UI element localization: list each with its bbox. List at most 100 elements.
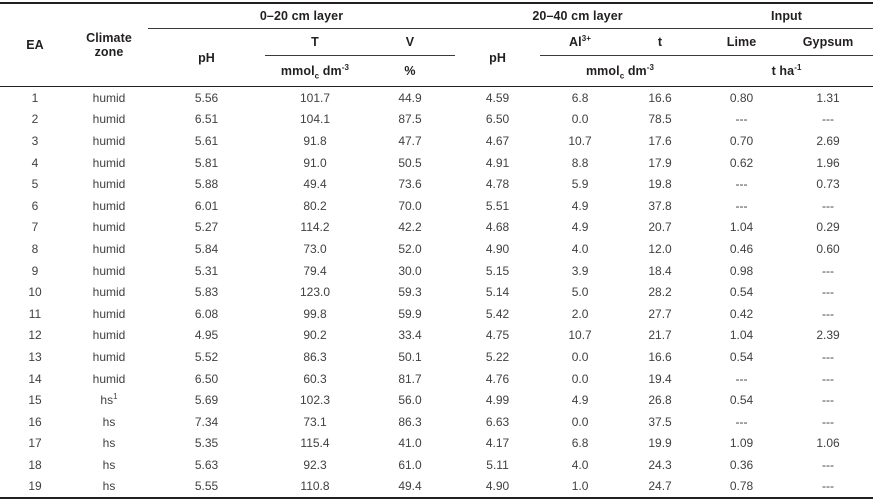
cell-gypsum: --- [822, 457, 835, 472]
cell-v: 87.5 [398, 112, 422, 127]
cell-ph-0-20: 5.35 [194, 436, 219, 451]
cell-ea: 8 [31, 241, 39, 256]
table-row: 9 humid 5.31 79.4 30.0 5.15 3.9 18.4 0.9… [0, 260, 873, 282]
table-row: 6 humid 6.01 80.2 70.0 5.51 4.9 37.8 ---… [0, 195, 873, 217]
cell-v: 86.3 [398, 414, 422, 429]
cell-lime: 1.04 [729, 220, 754, 235]
cell-climate-zone: humid [92, 328, 126, 343]
cell-gypsum: --- [822, 393, 835, 408]
cell-t-small: 21.7 [648, 328, 672, 343]
cell-al: 0.0 [571, 349, 589, 364]
cell-ea: 16 [28, 414, 42, 429]
cell-ph-0-20: 6.50 [194, 371, 219, 386]
cell-lime: 0.62 [729, 155, 754, 170]
cell-climate-zone: humid [92, 241, 126, 256]
cell-climate-zone: humid [92, 220, 126, 235]
cell-ea: 10 [28, 285, 42, 300]
cell-ea: 5 [31, 177, 39, 192]
cell-t-small: 28.2 [648, 285, 672, 300]
cell-lime: 1.04 [729, 328, 754, 343]
cell-al: 10.7 [568, 328, 592, 343]
cell-t-small: 19.9 [648, 436, 672, 451]
cell-ph-20-40: 4.68 [485, 220, 510, 235]
cell-ph-0-20: 5.31 [194, 263, 219, 278]
cell-al: 0.0 [571, 112, 589, 127]
cell-al: 4.0 [571, 241, 589, 256]
cell-ph-0-20: 5.27 [194, 220, 219, 235]
cell-t-small: 16.6 [648, 90, 672, 105]
cell-v: 70.0 [398, 198, 422, 213]
cell-t-capacity: 49.4 [303, 177, 327, 192]
cell-ea: 2 [31, 112, 39, 127]
cell-lime: 0.70 [729, 133, 754, 148]
cell-t-capacity: 86.3 [303, 349, 327, 364]
cell-t-small: 37.5 [648, 414, 672, 429]
cell-ea: 15 [28, 393, 42, 408]
cell-ph-0-20: 7.34 [194, 414, 219, 429]
cell-ph-20-40: 6.50 [485, 112, 510, 127]
cell-ph-20-40: 4.99 [485, 393, 510, 408]
cell-ea: 13 [28, 349, 42, 364]
cell-ph-0-20: 5.56 [194, 90, 219, 105]
cell-ph-0-20: 5.83 [194, 285, 219, 300]
cell-v: 73.6 [398, 177, 422, 192]
cell-t-small: 26.8 [648, 393, 672, 408]
cell-t-capacity: 99.8 [303, 306, 327, 321]
cell-gypsum: --- [822, 414, 835, 429]
cell-al: 3.9 [571, 263, 589, 278]
cell-al: 4.0 [571, 457, 589, 472]
cell-ph-20-40: 4.17 [485, 436, 510, 451]
col-header-t-capacity: T [265, 28, 365, 56]
cell-v: 50.1 [398, 349, 422, 364]
cell-t-small: 24.3 [648, 457, 672, 472]
cell-t-capacity: 91.8 [303, 133, 327, 148]
cell-t-capacity: 79.4 [303, 263, 327, 278]
cell-v: 56.0 [398, 393, 422, 408]
cell-lime: --- [735, 371, 748, 386]
cell-ea: 9 [31, 263, 39, 278]
cell-t-capacity: 101.7 [299, 90, 331, 105]
cell-lime: 0.78 [729, 479, 754, 494]
cell-ea: 17 [28, 436, 42, 451]
cell-v: 52.0 [398, 241, 422, 256]
cell-ph-0-20: 5.63 [194, 457, 219, 472]
cell-lime: 0.54 [729, 285, 754, 300]
cell-t-small: 37.8 [648, 198, 672, 213]
cell-t-capacity: 110.8 [300, 479, 330, 494]
cell-lime: 0.46 [729, 241, 754, 256]
cell-al: 4.9 [571, 393, 589, 408]
cell-v: 59.3 [398, 285, 422, 300]
table-row: 5 humid 5.88 49.4 73.6 4.78 5.9 19.8 ---… [0, 173, 873, 195]
cell-ph-0-20: 5.61 [194, 133, 219, 148]
cell-ph-0-20: 6.08 [194, 306, 219, 321]
cell-t-small: 24.7 [648, 479, 672, 494]
cell-v: 41.0 [398, 436, 422, 451]
cell-climate-zone: humid [92, 349, 126, 364]
cell-t-small: 27.7 [648, 306, 672, 321]
cell-t-small: 20.7 [648, 220, 672, 235]
cell-ph-20-40: 6.63 [485, 414, 510, 429]
cell-v: 30.0 [398, 263, 422, 278]
table-row: 18 hs 5.63 92.3 61.0 5.11 4.0 24.3 0.36 … [0, 454, 873, 476]
cell-ph-0-20: 6.51 [194, 112, 219, 127]
cell-al: 10.7 [568, 133, 592, 148]
cell-al: 2.0 [571, 306, 589, 321]
cell-v: 81.7 [398, 371, 422, 386]
cell-ph-20-40: 5.11 [486, 457, 509, 472]
cell-climate-zone: humid [92, 90, 126, 105]
cell-lime: 0.54 [729, 349, 754, 364]
cell-lime: --- [735, 198, 748, 213]
cell-ph-0-20: 5.81 [194, 155, 219, 170]
table-row: 12 humid 4.95 90.2 33.4 4.75 10.7 21.7 1… [0, 325, 873, 347]
cell-al: 1.0 [571, 479, 589, 494]
cell-ph-20-40: 5.51 [485, 198, 510, 213]
cell-v: 49.4 [398, 479, 422, 494]
cell-lime: --- [735, 177, 748, 192]
cell-lime: --- [735, 112, 748, 127]
cell-gypsum: 1.96 [816, 155, 840, 170]
cell-t-capacity: 102.3 [299, 393, 331, 408]
cell-ea: 14 [28, 371, 42, 386]
cell-t-small: 18.4 [648, 263, 672, 278]
col-header-t-small: t [620, 28, 701, 56]
col-header-gypsum: Gypsum [783, 28, 873, 56]
